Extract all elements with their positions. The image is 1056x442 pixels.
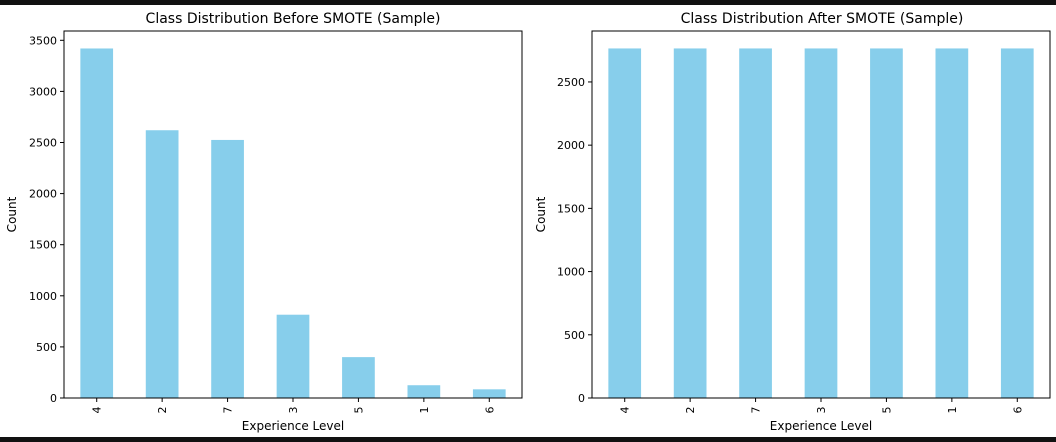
- chart-1-xtick-label: 5: [352, 407, 365, 414]
- chart-1-ytick-label: 2000: [29, 188, 57, 201]
- chart-1-ytick-label: 1500: [29, 239, 57, 252]
- chart-1-xtick-label: 3: [287, 407, 300, 414]
- chart-2-ylabel: Count: [534, 196, 548, 232]
- chart-1-ytick-label: 3000: [29, 85, 57, 98]
- chart-2-xtick-label: 1: [946, 407, 959, 414]
- chart-2-bar-6: [1000, 48, 1034, 398]
- chart-1-xtick-label: 2: [156, 407, 169, 414]
- chart-2-xtick-label: 2: [684, 407, 697, 414]
- chart-1-bar-5: [342, 357, 375, 398]
- chart-2-bar-4: [608, 48, 642, 398]
- chart-2-xtick-label: 4: [619, 407, 632, 414]
- chart-2-xtick-label: 6: [1011, 407, 1024, 414]
- chart-1-xtick-label: 4: [91, 407, 104, 414]
- chart-1-ylabel: Count: [5, 196, 19, 232]
- chart-2-xtick-label: 7: [750, 407, 763, 414]
- chart-2-title: Class Distribution After SMOTE (Sample): [681, 11, 964, 27]
- chart-2-bar-2: [673, 48, 707, 398]
- chart-1-bar-3: [276, 314, 310, 398]
- chart-1-bar-7: [211, 139, 244, 399]
- chart-1-xlabel: Experience Level: [242, 419, 344, 433]
- chart-1-bar-2: [145, 130, 179, 398]
- chart-1-ytick-label: 0: [50, 392, 57, 405]
- chart-1-title: Class Distribution Before SMOTE (Sample): [146, 11, 441, 27]
- chart-2-xtick-label: 5: [880, 407, 893, 414]
- chart-2-ytick-label: 500: [564, 329, 585, 342]
- chart-2-bar-1: [935, 48, 969, 398]
- chart-1-bar-1: [407, 385, 441, 398]
- bottom-border: [0, 437, 1056, 442]
- chart-2-xlabel: Experience Level: [770, 419, 872, 433]
- chart-1-bar-6: [472, 389, 506, 398]
- chart-1-ytick-label: 1000: [29, 290, 57, 303]
- chart-2-ytick-label: 2000: [557, 139, 585, 152]
- chart-1-xtick-label: 1: [418, 407, 431, 414]
- chart-1-xtick-label: 6: [483, 407, 496, 414]
- chart-2-bar-7: [739, 48, 772, 398]
- chart-2-ytick-label: 2500: [557, 76, 585, 89]
- chart-2-xtick-label: 3: [815, 407, 828, 414]
- top-border: [0, 0, 1056, 5]
- chart-1-xtick-label: 7: [222, 407, 235, 414]
- chart-1-ytick-label: 500: [36, 341, 57, 354]
- chart-2-bar-3: [804, 48, 838, 398]
- chart-2-ytick-label: 0: [578, 392, 585, 405]
- chart-1-ytick-label: 3500: [29, 34, 57, 47]
- chart-1-bar-4: [80, 48, 114, 398]
- chart-2-ytick-label: 1500: [557, 202, 585, 215]
- chart-1-ytick-label: 2500: [29, 137, 57, 150]
- chart-2-bar-5: [870, 48, 903, 398]
- chart-2-ytick-label: 1000: [557, 266, 585, 279]
